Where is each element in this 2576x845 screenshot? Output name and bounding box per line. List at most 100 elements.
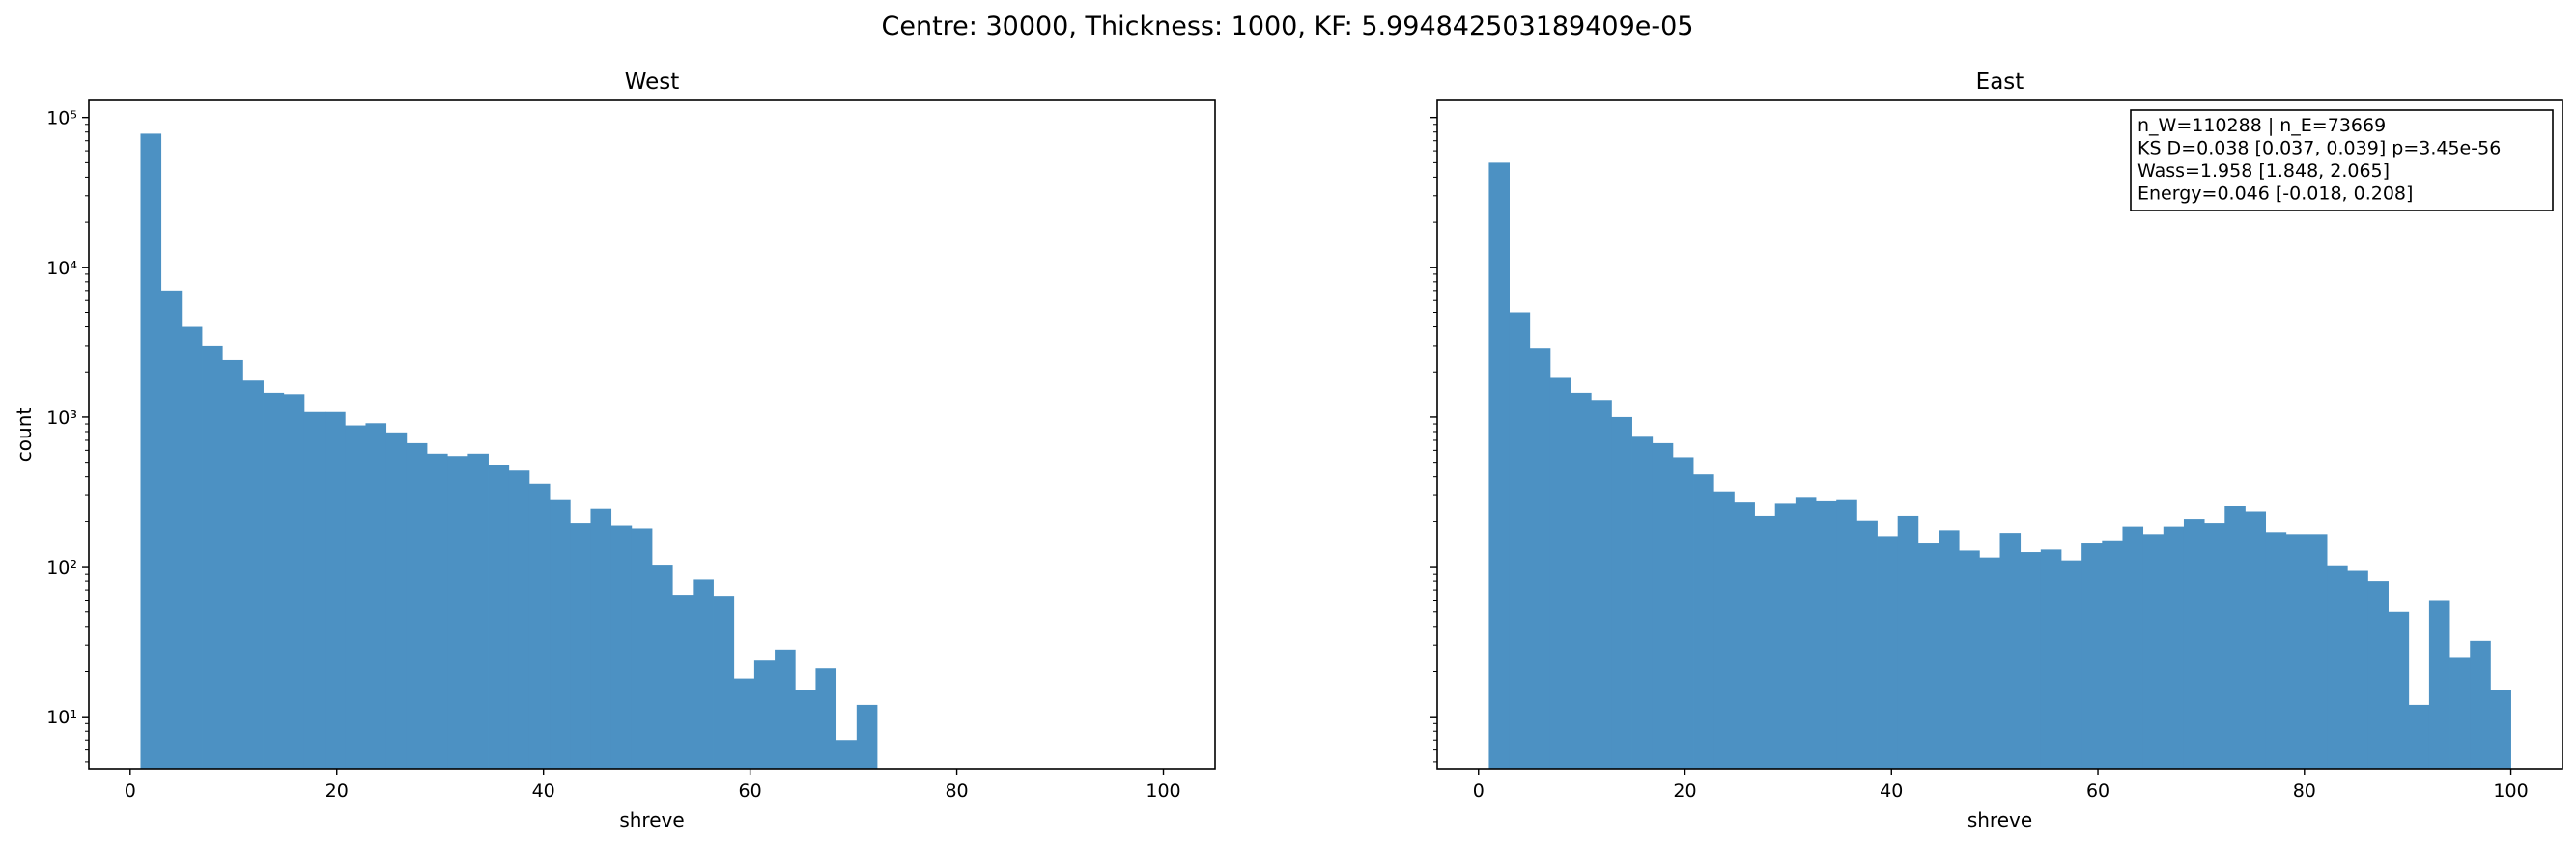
axes-frame [1436,99,2563,770]
panel-title: West [625,70,680,95]
histogram-bar [1897,515,1919,769]
histogram-bar [1591,400,1612,769]
x-axis-label: shreve [619,808,684,831]
histogram-bar [2102,540,2123,769]
histogram-bar [140,133,162,770]
histogram-bar [610,525,633,769]
x-tick-label: 80 [945,780,968,802]
y-tick-label: 10² [46,557,77,578]
histogram-bar [1672,457,1694,769]
x-tick-label: 0 [1473,780,1485,802]
east-panel: 0 20 40 60 80 100 East shreve [1430,70,2563,831]
histogram-bar [427,453,448,769]
histogram-bar [2408,704,2430,769]
histogram-bar [2224,506,2246,769]
histogram-bar [1856,520,1878,769]
histogram-bar [2306,534,2328,769]
histogram-bar [1549,377,1571,769]
annotation-line: n_W=110288 | n_E=73669 [2137,115,2386,136]
histogram-bar [1795,497,1817,769]
histogram-bar [652,565,673,769]
x-tick-label: 60 [739,780,762,802]
annotation-line: KS D=0.038 [0.037, 0.039] p=3.45e-56 [2137,138,2501,159]
histogram-bar [1713,491,1735,769]
histogram-bar [835,740,858,769]
histogram-bar [467,453,489,769]
histogram-bar [2490,690,2511,769]
histogram-bar [1488,162,1510,769]
histogram-bar [1734,502,1755,769]
histogram-bar [1816,500,1837,769]
annotation-line: Energy=0.046 [-0.018, 0.208] [2137,183,2413,205]
histogram-bar [528,483,551,769]
histogram-bars [140,133,878,770]
histogram-bar [447,456,468,769]
histogram-bar [2265,532,2287,769]
histogram-bar [1631,436,1654,769]
histogram-bar [1652,442,1674,769]
histogram-bar [815,668,837,769]
figure-suptitle: Centre: 30000, Thickness: 1000, KF: 5.99… [882,12,1694,42]
histogram-bar [713,596,735,769]
histogram-bar [406,442,428,769]
histogram-bar [325,411,346,769]
x-tick-label: 40 [1880,780,1903,802]
x-tick-label: 100 [2493,780,2528,802]
histogram-bar [242,380,264,769]
y-axis-label: count [13,408,36,463]
histogram-bar [1917,543,1939,769]
histogram-bar [202,345,223,769]
x-tick-label: 0 [125,780,136,802]
histogram-bar [488,465,510,769]
histogram-bar [1693,474,1714,769]
histogram-bar [2020,552,2042,769]
histogram-bar [2122,526,2144,769]
histogram-bar [2204,523,2225,769]
histogram-bar [2040,549,2062,769]
x-tick-label: 20 [1673,780,1696,802]
histogram-bar [590,508,612,769]
histogram-bar [2285,534,2307,769]
histogram-bar [283,394,305,769]
histogram-bar [631,528,653,769]
annotation-box [2130,109,2554,211]
histogram-bar [1509,312,1531,769]
annotation-line: Wass=1.958 [1.848, 2.065] [2137,160,2390,182]
histogram-bar [2327,565,2348,769]
histogram-bar [222,359,243,769]
histogram-bar [1999,533,2022,769]
histogram-bar [693,579,714,769]
histogram-bar [2183,519,2205,769]
y-tick-label: 10³ [46,408,77,429]
histogram-bar [570,523,591,769]
histogram-bar [181,326,203,769]
histogram-bar [672,595,694,769]
histogram-bar [508,470,530,769]
histogram-bar [2245,511,2267,769]
histogram-bar [345,425,366,769]
y-tick-label: 10⁴ [46,258,77,279]
x-tick-label: 100 [1146,780,1180,802]
histogram-bar [1939,530,1960,769]
histogram-bar [795,690,816,769]
panel-title: East [1976,70,2024,95]
histogram-bar [1754,515,1776,769]
histogram-bar [1959,550,1980,769]
x-tick-label: 20 [326,780,349,802]
histogram-bar [1529,348,1551,769]
histogram-bar [263,392,285,769]
x-tick-label: 80 [2293,780,2316,802]
west-panel: 0 20 40 60 80 100 10¹ 10² 10³ 10⁴ 10⁵ West shreve cou… [13,70,1216,831]
axes-frame [88,99,1216,770]
histogram-bar [1877,536,1899,769]
histogram-bar [2470,640,2491,769]
histogram-bar [1979,557,2000,769]
histogram-bar [775,649,796,769]
histogram-bar [733,678,755,769]
histogram-bar [1774,503,1797,769]
histogram-bar [160,290,183,769]
histogram-bar [2428,600,2450,769]
histogram-bar [385,432,408,769]
histogram-bar [2142,534,2165,769]
